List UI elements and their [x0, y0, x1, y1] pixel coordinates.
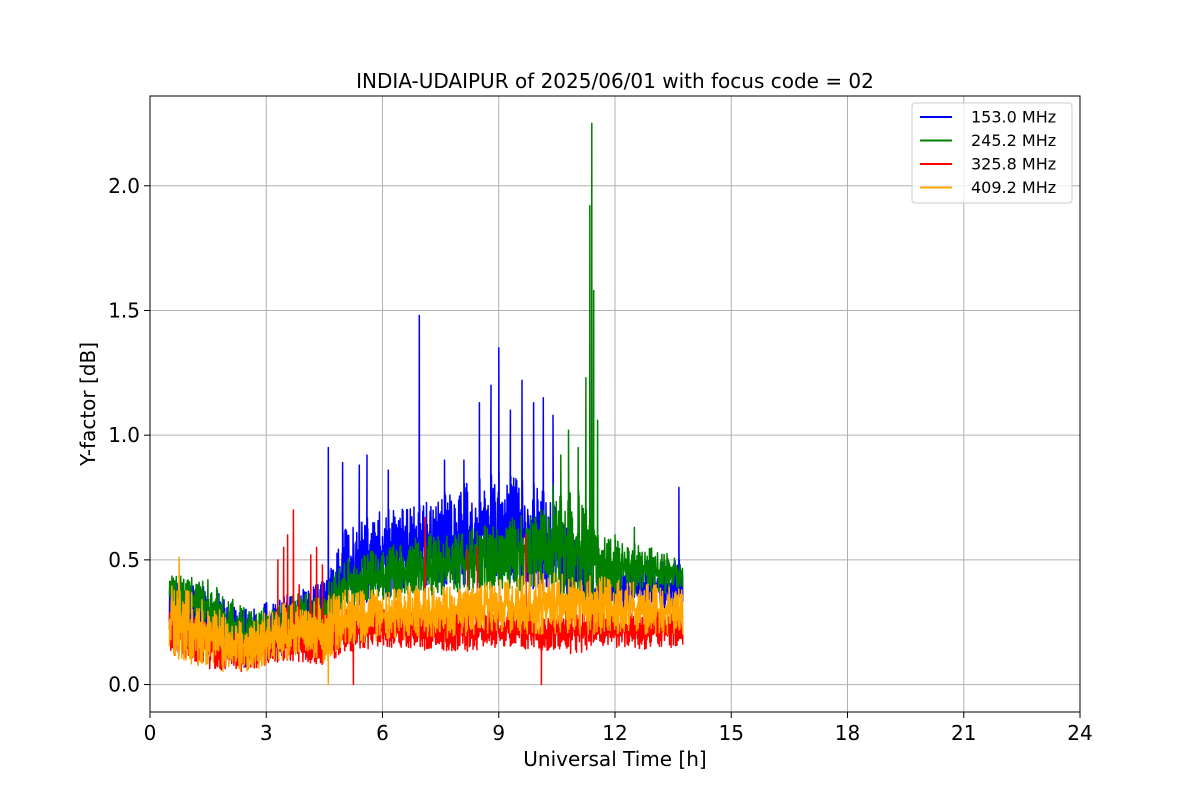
x-tick-label: 21 — [951, 721, 976, 745]
x-axis-label: Universal Time [h] — [523, 747, 706, 771]
series-lines — [168, 122, 684, 686]
x-tick-label: 0 — [144, 721, 157, 745]
legend-box — [911, 102, 1073, 204]
x-tick-label: 6 — [376, 721, 389, 745]
plot-area-frame — [149, 95, 1081, 713]
legend-label: 153.0 MHz — [971, 108, 1056, 127]
x-tick-label: 24 — [1067, 721, 1092, 745]
x-tick-label: 12 — [602, 721, 627, 745]
series-line — [168, 122, 684, 664]
series-line — [168, 556, 684, 686]
x-tick-label: 18 — [835, 721, 860, 745]
y-axis-label: Y-factor [dB] — [76, 342, 100, 467]
y-tick-label: 0.5 — [108, 548, 140, 572]
legend-label: 409.2 MHz — [971, 178, 1056, 197]
x-tick-label: 9 — [492, 721, 505, 745]
legend: 153.0 MHz 245.2 MHz 325.8 MHz 409.2 MHz — [911, 102, 1073, 204]
x-tick-label: 15 — [719, 721, 744, 745]
y-tick-label: 1.0 — [108, 423, 140, 447]
axis-ticks: 0 3 6 9 12 15 18 21 24 0.0 0.5 1.0 1.5 2.0 — [108, 174, 1093, 745]
chart-title: INDIA-UDAIPUR of 2025/06/01 with focus c… — [356, 69, 874, 93]
legend-label: 325.8 MHz — [971, 155, 1056, 174]
x-tick-label: 3 — [260, 721, 273, 745]
y-tick-label: 0.0 — [108, 673, 140, 697]
legend-label: 245.2 MHz — [971, 131, 1056, 150]
y-tick-label: 2.0 — [108, 174, 140, 198]
y-tick-label: 1.5 — [108, 298, 140, 322]
